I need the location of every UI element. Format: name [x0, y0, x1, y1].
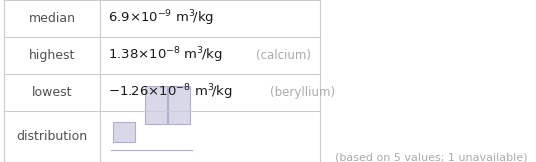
Text: $6.9{\times}10^{-9}\ \mathrm{m^3\!/kg}$: $6.9{\times}10^{-9}\ \mathrm{m^3\!/kg}$: [108, 9, 214, 28]
Text: (beryllium): (beryllium): [270, 86, 335, 99]
Bar: [168, 86, 190, 124]
Bar: [113, 122, 135, 142]
Text: highest: highest: [29, 49, 75, 62]
Text: lowest: lowest: [32, 86, 72, 99]
Bar: [145, 86, 167, 124]
Text: (based on 5 values; 1 unavailable): (based on 5 values; 1 unavailable): [335, 152, 527, 162]
Text: distribution: distribution: [17, 130, 87, 143]
Text: $-1.26{\times}10^{-8}\ \mathrm{m^3\!/kg}$: $-1.26{\times}10^{-8}\ \mathrm{m^3\!/kg}…: [108, 83, 233, 102]
Text: median: median: [28, 12, 76, 25]
Text: $1.38{\times}10^{-8}\ \mathrm{m^3\!/kg}$: $1.38{\times}10^{-8}\ \mathrm{m^3\!/kg}$: [108, 46, 222, 65]
Text: (calcium): (calcium): [256, 49, 311, 62]
